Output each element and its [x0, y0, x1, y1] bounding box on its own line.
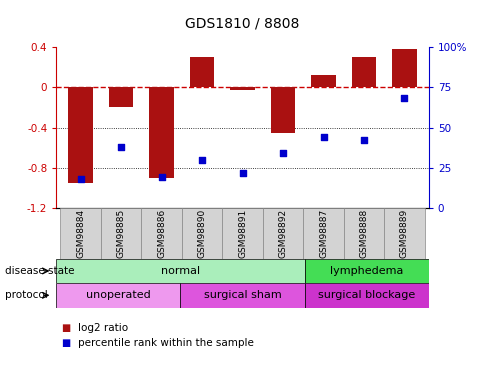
Text: ■: ■ — [61, 323, 71, 333]
Text: GSM98885: GSM98885 — [117, 209, 125, 258]
Bar — [109, 87, 133, 107]
Bar — [392, 49, 416, 87]
Text: unoperated: unoperated — [86, 290, 151, 300]
FancyBboxPatch shape — [222, 208, 263, 259]
Bar — [311, 75, 336, 87]
FancyBboxPatch shape — [182, 208, 222, 259]
Text: GSM98888: GSM98888 — [360, 209, 368, 258]
Point — [77, 176, 85, 182]
Text: GSM98887: GSM98887 — [319, 209, 328, 258]
Text: surgical sham: surgical sham — [204, 290, 281, 300]
FancyBboxPatch shape — [305, 283, 429, 308]
Point — [319, 134, 327, 140]
Text: protocol: protocol — [5, 290, 48, 300]
FancyBboxPatch shape — [263, 208, 303, 259]
Point — [198, 157, 206, 163]
Text: lymphedema: lymphedema — [330, 266, 403, 276]
Text: GDS1810 / 8808: GDS1810 / 8808 — [185, 17, 300, 31]
Point — [360, 137, 368, 143]
FancyBboxPatch shape — [141, 208, 182, 259]
FancyBboxPatch shape — [56, 259, 305, 283]
Point — [158, 174, 166, 180]
Point — [279, 150, 287, 156]
Text: disease state: disease state — [5, 266, 74, 276]
FancyBboxPatch shape — [303, 208, 344, 259]
Point — [117, 144, 125, 150]
FancyBboxPatch shape — [56, 283, 180, 308]
Bar — [271, 87, 295, 132]
FancyBboxPatch shape — [384, 208, 425, 259]
Text: GSM98892: GSM98892 — [278, 209, 288, 258]
FancyBboxPatch shape — [60, 208, 101, 259]
Text: GSM98890: GSM98890 — [197, 209, 207, 258]
Bar — [69, 87, 93, 183]
FancyBboxPatch shape — [344, 208, 384, 259]
FancyBboxPatch shape — [305, 259, 429, 283]
Text: GSM98891: GSM98891 — [238, 209, 247, 258]
Point — [400, 96, 408, 102]
Text: surgical blockage: surgical blockage — [318, 290, 416, 300]
Text: normal: normal — [161, 266, 200, 276]
FancyBboxPatch shape — [180, 283, 305, 308]
Point — [239, 170, 246, 176]
Text: GSM98889: GSM98889 — [400, 209, 409, 258]
Text: GSM98884: GSM98884 — [76, 209, 85, 258]
Text: ■: ■ — [61, 338, 71, 348]
Text: GSM98886: GSM98886 — [157, 209, 166, 258]
Bar — [352, 57, 376, 87]
Bar — [190, 57, 214, 87]
Text: percentile rank within the sample: percentile rank within the sample — [78, 338, 254, 348]
FancyBboxPatch shape — [101, 208, 141, 259]
Bar — [149, 87, 174, 178]
Text: log2 ratio: log2 ratio — [78, 323, 128, 333]
Bar — [230, 87, 255, 90]
